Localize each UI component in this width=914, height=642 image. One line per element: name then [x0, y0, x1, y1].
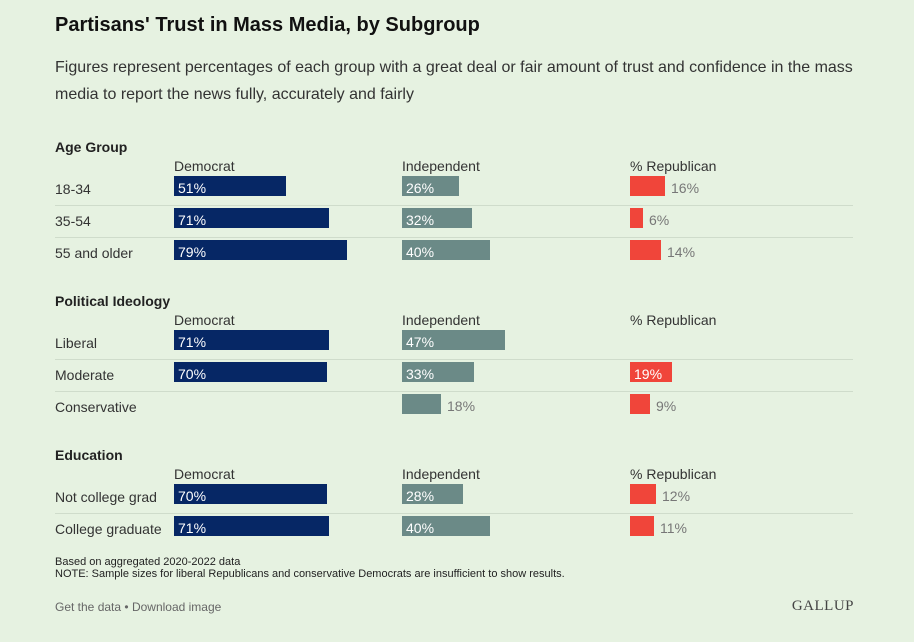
column-header-republican: % Republican	[630, 312, 717, 328]
bar-independent	[402, 208, 472, 228]
data-label-independent: 40%	[406, 244, 435, 260]
bar-democrat	[174, 484, 327, 504]
column-header-independent: Independent	[402, 312, 480, 328]
row-label: 55 and older	[55, 245, 133, 261]
get-data-link[interactable]: Get the data	[55, 600, 122, 614]
chart-row: Not college grad 70% 28% 12%	[55, 482, 853, 514]
data-label-democrat: 71%	[178, 520, 207, 536]
data-label-republican: 9%	[656, 398, 677, 414]
group-2: Education Democrat Independent % Republican…	[55, 446, 853, 545]
bar-independent	[402, 484, 463, 504]
bar-democrat	[174, 330, 329, 350]
data-label-democrat: 51%	[178, 180, 207, 196]
data-label-republican: 19%	[634, 366, 663, 382]
row-label: Liberal	[55, 335, 98, 351]
chart-notes: Based on aggregated 2020-2022 data NOTE:…	[55, 556, 565, 580]
data-label-independent: 18%	[447, 398, 476, 414]
bar-independent	[402, 330, 505, 350]
data-label-democrat: 70%	[178, 366, 207, 382]
bar-republican	[630, 484, 656, 504]
bar-independent	[402, 394, 441, 414]
bar-republican	[630, 362, 672, 382]
column-header-democrat: Democrat	[174, 158, 235, 174]
data-label-independent: 28%	[406, 488, 435, 504]
bar-republican	[630, 516, 654, 536]
data-label-independent: 32%	[406, 212, 435, 228]
gallup-logo: GALLUP	[791, 598, 854, 614]
row-label: Moderate	[55, 367, 115, 383]
note-sample-size: NOTE: Sample sizes for liberal Republica…	[55, 568, 565, 580]
data-label-republican: 12%	[662, 488, 691, 504]
column-header-democrat: Democrat	[174, 466, 235, 482]
bar-democrat	[174, 208, 329, 228]
bar-republican	[630, 240, 661, 260]
chart-row: Moderate 70% 33% 19%	[55, 360, 853, 392]
bar-democrat	[174, 240, 347, 260]
column-header-democrat: Democrat	[174, 312, 235, 328]
column-header-republican: % Republican	[630, 158, 717, 174]
group-1: Political Ideology Democrat Independent % R…	[55, 292, 853, 423]
bar-democrat	[174, 176, 286, 196]
bar-independent	[402, 240, 490, 260]
data-label-independent: 26%	[406, 180, 435, 196]
data-label-democrat: 71%	[178, 334, 207, 350]
row-label: Not college grad	[55, 489, 157, 505]
data-label-democrat: 71%	[178, 212, 207, 228]
chart-row: Conservative 18% 9%	[55, 392, 853, 423]
chart-subtitle: Figures represent percentages of each gr…	[55, 59, 853, 103]
bar-republican	[630, 208, 643, 228]
column-header-independent: Independent	[402, 466, 480, 482]
data-label-independent: 40%	[406, 520, 435, 536]
group-title: Political Ideology	[55, 293, 171, 309]
chart-groups: Age Group Democrat Independent % Republican…	[55, 138, 853, 568]
chart-row: 55 and older 79% 40% 14%	[55, 238, 853, 269]
bar-republican	[630, 176, 665, 196]
data-label-independent: 47%	[406, 334, 435, 350]
footer-links: Get the data • Download image	[55, 600, 221, 614]
row-label: 35-54	[55, 213, 91, 229]
column-header-independent: Independent	[402, 158, 480, 174]
group-0: Age Group Democrat Independent % Republican…	[55, 138, 853, 269]
data-label-republican: 11%	[660, 520, 687, 536]
chart-title: Partisans' Trust in Mass Media, by Subgr…	[55, 14, 480, 36]
chart-row: Liberal 71% 47%	[55, 328, 853, 360]
data-label-democrat: 79%	[178, 244, 207, 260]
bar-independent	[402, 176, 459, 196]
footer-separator: •	[124, 600, 129, 614]
download-image-link[interactable]: Download image	[131, 600, 222, 614]
bar-independent	[402, 362, 474, 382]
bar-democrat	[174, 516, 329, 536]
chart-row: College graduate 71% 40% 11%	[55, 514, 853, 545]
bar-democrat	[174, 362, 327, 382]
row-label: Conservative	[55, 399, 137, 415]
column-headers: Democrat Independent % Republican	[55, 464, 853, 482]
chart-row: 35-54 71% 32% 6%	[55, 206, 853, 238]
row-label: 18-34	[55, 181, 91, 197]
data-label-republican: 6%	[649, 212, 670, 228]
bar-republican	[630, 394, 650, 414]
note-data-source: Based on aggregated 2020-2022 data	[55, 556, 241, 568]
data-label-republican: 16%	[671, 180, 700, 196]
group-title: Age Group	[55, 139, 128, 155]
row-label: College graduate	[55, 521, 162, 537]
column-header-republican: % Republican	[630, 466, 717, 482]
column-headers: Democrat Independent % Republican	[55, 156, 853, 174]
data-label-republican: 14%	[667, 244, 696, 260]
group-title: Education	[55, 447, 123, 463]
bar-independent	[402, 516, 490, 536]
column-headers: Democrat Independent % Republican	[55, 310, 853, 328]
data-label-independent: 33%	[406, 366, 435, 382]
chart-row: 18-34 51% 26% 16%	[55, 174, 853, 206]
data-label-democrat: 70%	[178, 488, 207, 504]
